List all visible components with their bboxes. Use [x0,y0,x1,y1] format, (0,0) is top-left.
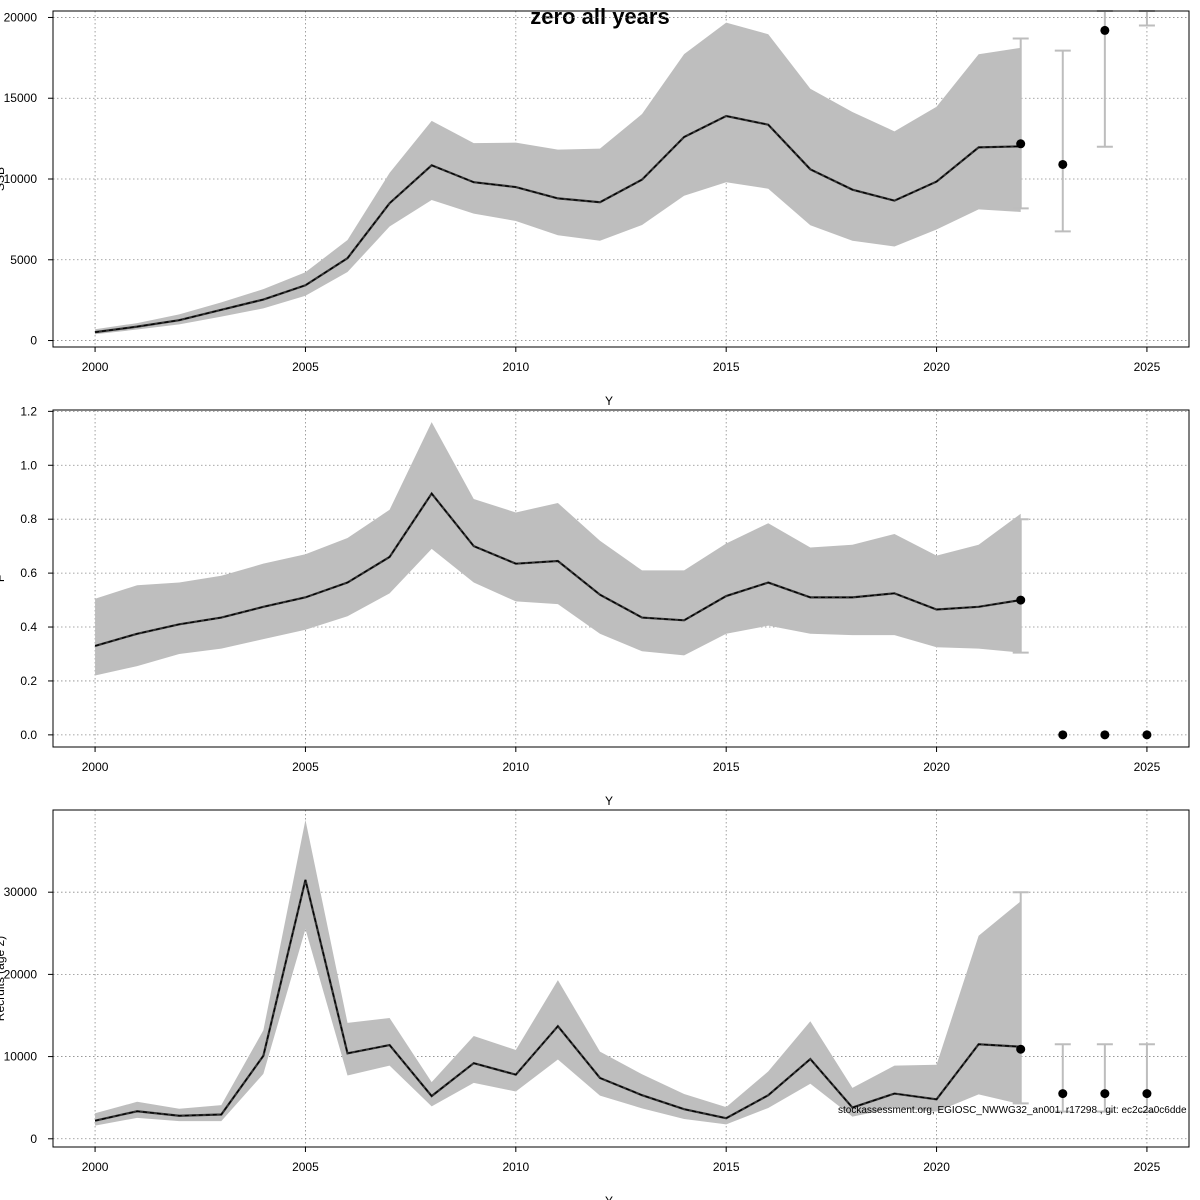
y-tick-label: 0.4 [20,620,37,634]
y-axis-title: Recruits (age 2) [0,936,7,1021]
y-tick-label: 10000 [4,1050,38,1064]
x-tick-label: 2000 [82,360,109,374]
confidence-band [95,819,1021,1126]
x-tick-label: 2020 [923,1160,950,1174]
estimate-line-dashed [94,492,1021,647]
y-tick-label: 15000 [4,91,38,105]
y-axis-title: SSB [0,167,7,191]
y-tick-label: 20000 [4,10,38,24]
y-axis-title: F [0,575,7,582]
y-tick-label: 1.0 [20,458,37,472]
plot-frame [52,409,1190,748]
x-tick-label: 2015 [713,1160,740,1174]
data-point [1058,159,1068,169]
plot-frame [52,809,1190,1148]
x-tick-label: 2015 [713,760,740,774]
x-tick-label: 2010 [502,1160,529,1174]
data-point [1142,1089,1152,1099]
data-point [1100,1089,1110,1099]
x-axis-title: Y [605,794,613,808]
data-point [1016,139,1026,149]
projection-interval [1054,1043,1071,1113]
y-tick-label: 5000 [10,253,37,267]
x-tick-label: 2005 [292,360,319,374]
data-point [1100,730,1110,740]
x-tick-label: 2010 [502,360,529,374]
data-point [1100,25,1110,35]
data-point [1058,1089,1068,1099]
estimate-line-dashed [94,879,1021,1122]
panel-fishing-mortality: 2000 2005 2010 2015 2020 2025 0.0 0.2 0.4 0.6 0.8 1… [0,404,1190,808]
y-tick-label: 0.2 [20,674,37,688]
y-tick-label: 0.0 [20,728,37,742]
chart-panels: 2000 2005 2010 2015 2020 2025 0 5000 10000 15000 2… [0,10,1190,1200]
x-axis-title: Y [605,1194,613,1200]
y-tick-label: 0.6 [20,566,37,580]
y-tick-label: 0 [30,334,37,348]
x-tick-label: 2025 [1134,1160,1161,1174]
projection-interval [1012,37,1029,210]
y-tick-label: 10000 [4,172,38,186]
x-tick-label: 2025 [1134,360,1161,374]
confidence-band [95,422,1021,676]
projection-interval [1012,891,1029,1105]
x-axis-title: Y [605,394,613,408]
data-point [1016,595,1026,605]
y-tick-label: 0 [30,1132,37,1146]
y-tick-label: 20000 [4,967,38,981]
x-tick-label: 2005 [292,1160,319,1174]
panel-ssb: 2000 2005 2010 2015 2020 2025 0 5000 10000 15000 2… [0,10,1190,408]
y-tick-label: 30000 [4,885,38,899]
panel-recruitment: 2000 2005 2010 2015 2020 2025 0 10000 20000 30000… [0,809,1190,1200]
projection-interval [1138,1043,1155,1113]
confidence-band [95,22,1021,335]
x-tick-label: 2020 [923,360,950,374]
x-tick-label: 2020 [923,760,950,774]
projection-interval [1096,1043,1113,1113]
footnote: stockassessment.org, EGIOSC_NWWG32_an001… [838,1105,1187,1116]
x-tick-label: 2000 [82,1160,109,1174]
estimate-line-dashed [94,115,1021,333]
y-tick-label: 1.2 [20,404,37,418]
data-point [1016,1044,1026,1054]
x-tick-label: 2015 [713,360,740,374]
data-point [1142,730,1152,740]
projection-interval [1054,49,1071,233]
y-tick-label: 0.8 [20,512,37,526]
projection-interval [1012,518,1029,654]
main-title: zero all years [530,4,669,29]
x-tick-label: 2010 [502,760,529,774]
x-tick-label: 2000 [82,760,109,774]
x-tick-label: 2005 [292,760,319,774]
x-tick-label: 2025 [1134,760,1161,774]
projection-interval [1138,10,1155,27]
data-point [1058,730,1068,740]
